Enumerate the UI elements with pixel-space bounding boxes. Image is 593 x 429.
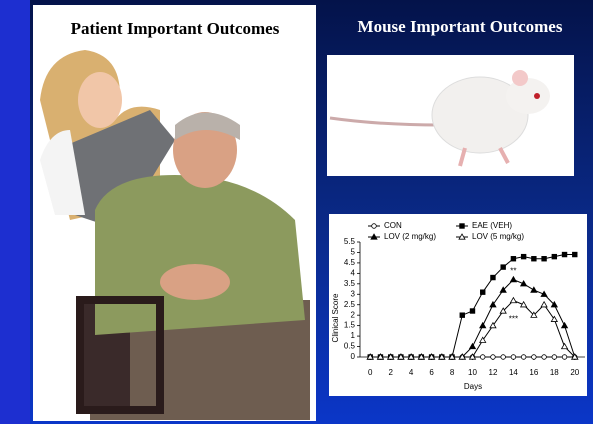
marker [531,256,537,262]
marker [479,321,487,329]
marker [540,300,548,308]
legend-label: LOV (2 mg/kg) [384,232,436,241]
y-tick-label: 4.5 [344,258,356,267]
marker [551,354,558,360]
marker [499,286,507,293]
marker [397,353,405,360]
left-border [0,0,30,424]
marker [571,353,579,360]
marker [468,342,477,350]
y-tick-label: 2.5 [344,300,356,309]
marker [417,353,426,360]
x-tick-label: 20 [570,368,579,377]
marker [386,353,395,360]
y-tick-label: 0.5 [344,342,356,351]
x-tick-label: 2 [388,368,393,377]
marker [458,233,466,240]
y-tick-label: 3.5 [344,279,356,288]
marker [438,353,446,360]
marker [519,300,528,308]
marker [509,296,518,304]
y-tick-label: 5.5 [344,237,356,246]
marker [459,223,465,229]
marker [561,354,568,360]
marker [530,311,538,318]
mouse-photo [329,70,550,167]
marker [427,353,436,360]
marker [530,286,538,293]
marker [531,354,537,360]
marker [541,354,547,360]
y-tick-label: 0 [351,352,356,361]
x-tick-label: 14 [509,368,518,377]
marker [479,336,487,343]
y-tick-label: 1 [351,331,356,340]
marker [407,353,415,360]
marker [490,354,496,360]
y-tick-label: 3 [351,289,356,298]
legend-label: CON [384,221,402,230]
x-tick-label: 4 [409,368,414,377]
marker [376,353,385,360]
marker [459,312,465,318]
marker [509,275,518,283]
marker [519,280,528,287]
y-tick-label: 2 [351,310,356,319]
marker [500,354,506,360]
marker [520,253,527,260]
legend-label: LOV (5 mg/kg) [472,232,524,241]
marker [370,233,378,240]
marker [560,321,569,329]
x-tick-label: 8 [450,368,455,377]
x-tick-label: 18 [550,368,559,377]
marker [561,251,568,258]
marker [540,290,548,297]
marker [550,315,559,322]
marker [510,256,517,262]
marker [489,300,497,308]
marker [489,321,497,329]
marker [500,264,506,270]
x-tick-label: 6 [429,368,434,377]
marker [458,353,466,360]
marker [550,300,559,308]
x-tick-label: 10 [468,368,477,377]
y-tick-label: 1.5 [344,321,356,330]
left-title: Patient Important Outcomes [71,19,280,38]
marker [480,289,486,295]
x-tick-label: 0 [368,368,373,377]
marker [520,354,527,360]
y-tick-label: 4 [351,268,356,277]
legend-label: EAE (VEH) [472,221,512,230]
marker [490,274,496,281]
marker [366,353,374,360]
x-tick-label: 16 [529,368,538,377]
x-tick-label: 12 [489,368,498,377]
marker [448,353,456,360]
marker [499,307,507,314]
marker [572,251,578,258]
marker [371,223,377,229]
y-axis-title: Clinical Score [331,293,340,342]
x-axis-title: Days [464,382,482,391]
right-title: Mouse Important Outcomes [358,17,563,36]
marker [560,342,569,350]
annotation: *** [509,314,518,323]
annotation: ** [510,266,516,275]
marker [541,256,547,262]
marker [468,353,477,360]
marker [469,308,476,314]
patient-photo [40,50,310,420]
marker [510,354,517,360]
y-tick-label: 5 [351,248,356,257]
marker [551,253,558,260]
marker [480,354,486,360]
